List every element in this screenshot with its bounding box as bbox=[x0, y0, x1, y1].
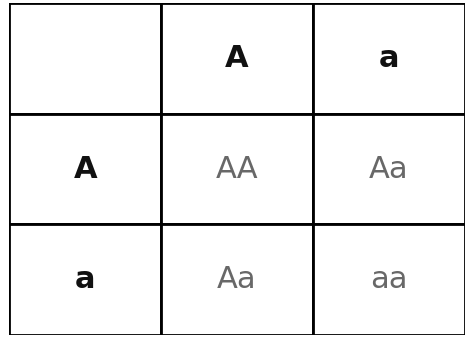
Bar bbox=[313, 114, 465, 224]
Text: a: a bbox=[378, 44, 399, 73]
Text: A: A bbox=[225, 44, 249, 73]
Bar bbox=[9, 224, 161, 335]
Text: a: a bbox=[75, 265, 96, 294]
Bar bbox=[313, 3, 465, 114]
Text: Aa: Aa bbox=[369, 154, 409, 184]
Bar bbox=[9, 3, 161, 114]
Bar bbox=[161, 114, 313, 224]
Text: aa: aa bbox=[370, 265, 408, 294]
Text: A: A bbox=[73, 154, 97, 184]
Text: AA: AA bbox=[216, 154, 258, 184]
Bar bbox=[161, 3, 313, 114]
Bar bbox=[161, 224, 313, 335]
Bar bbox=[313, 224, 465, 335]
Bar bbox=[9, 114, 161, 224]
Text: Aa: Aa bbox=[217, 265, 257, 294]
